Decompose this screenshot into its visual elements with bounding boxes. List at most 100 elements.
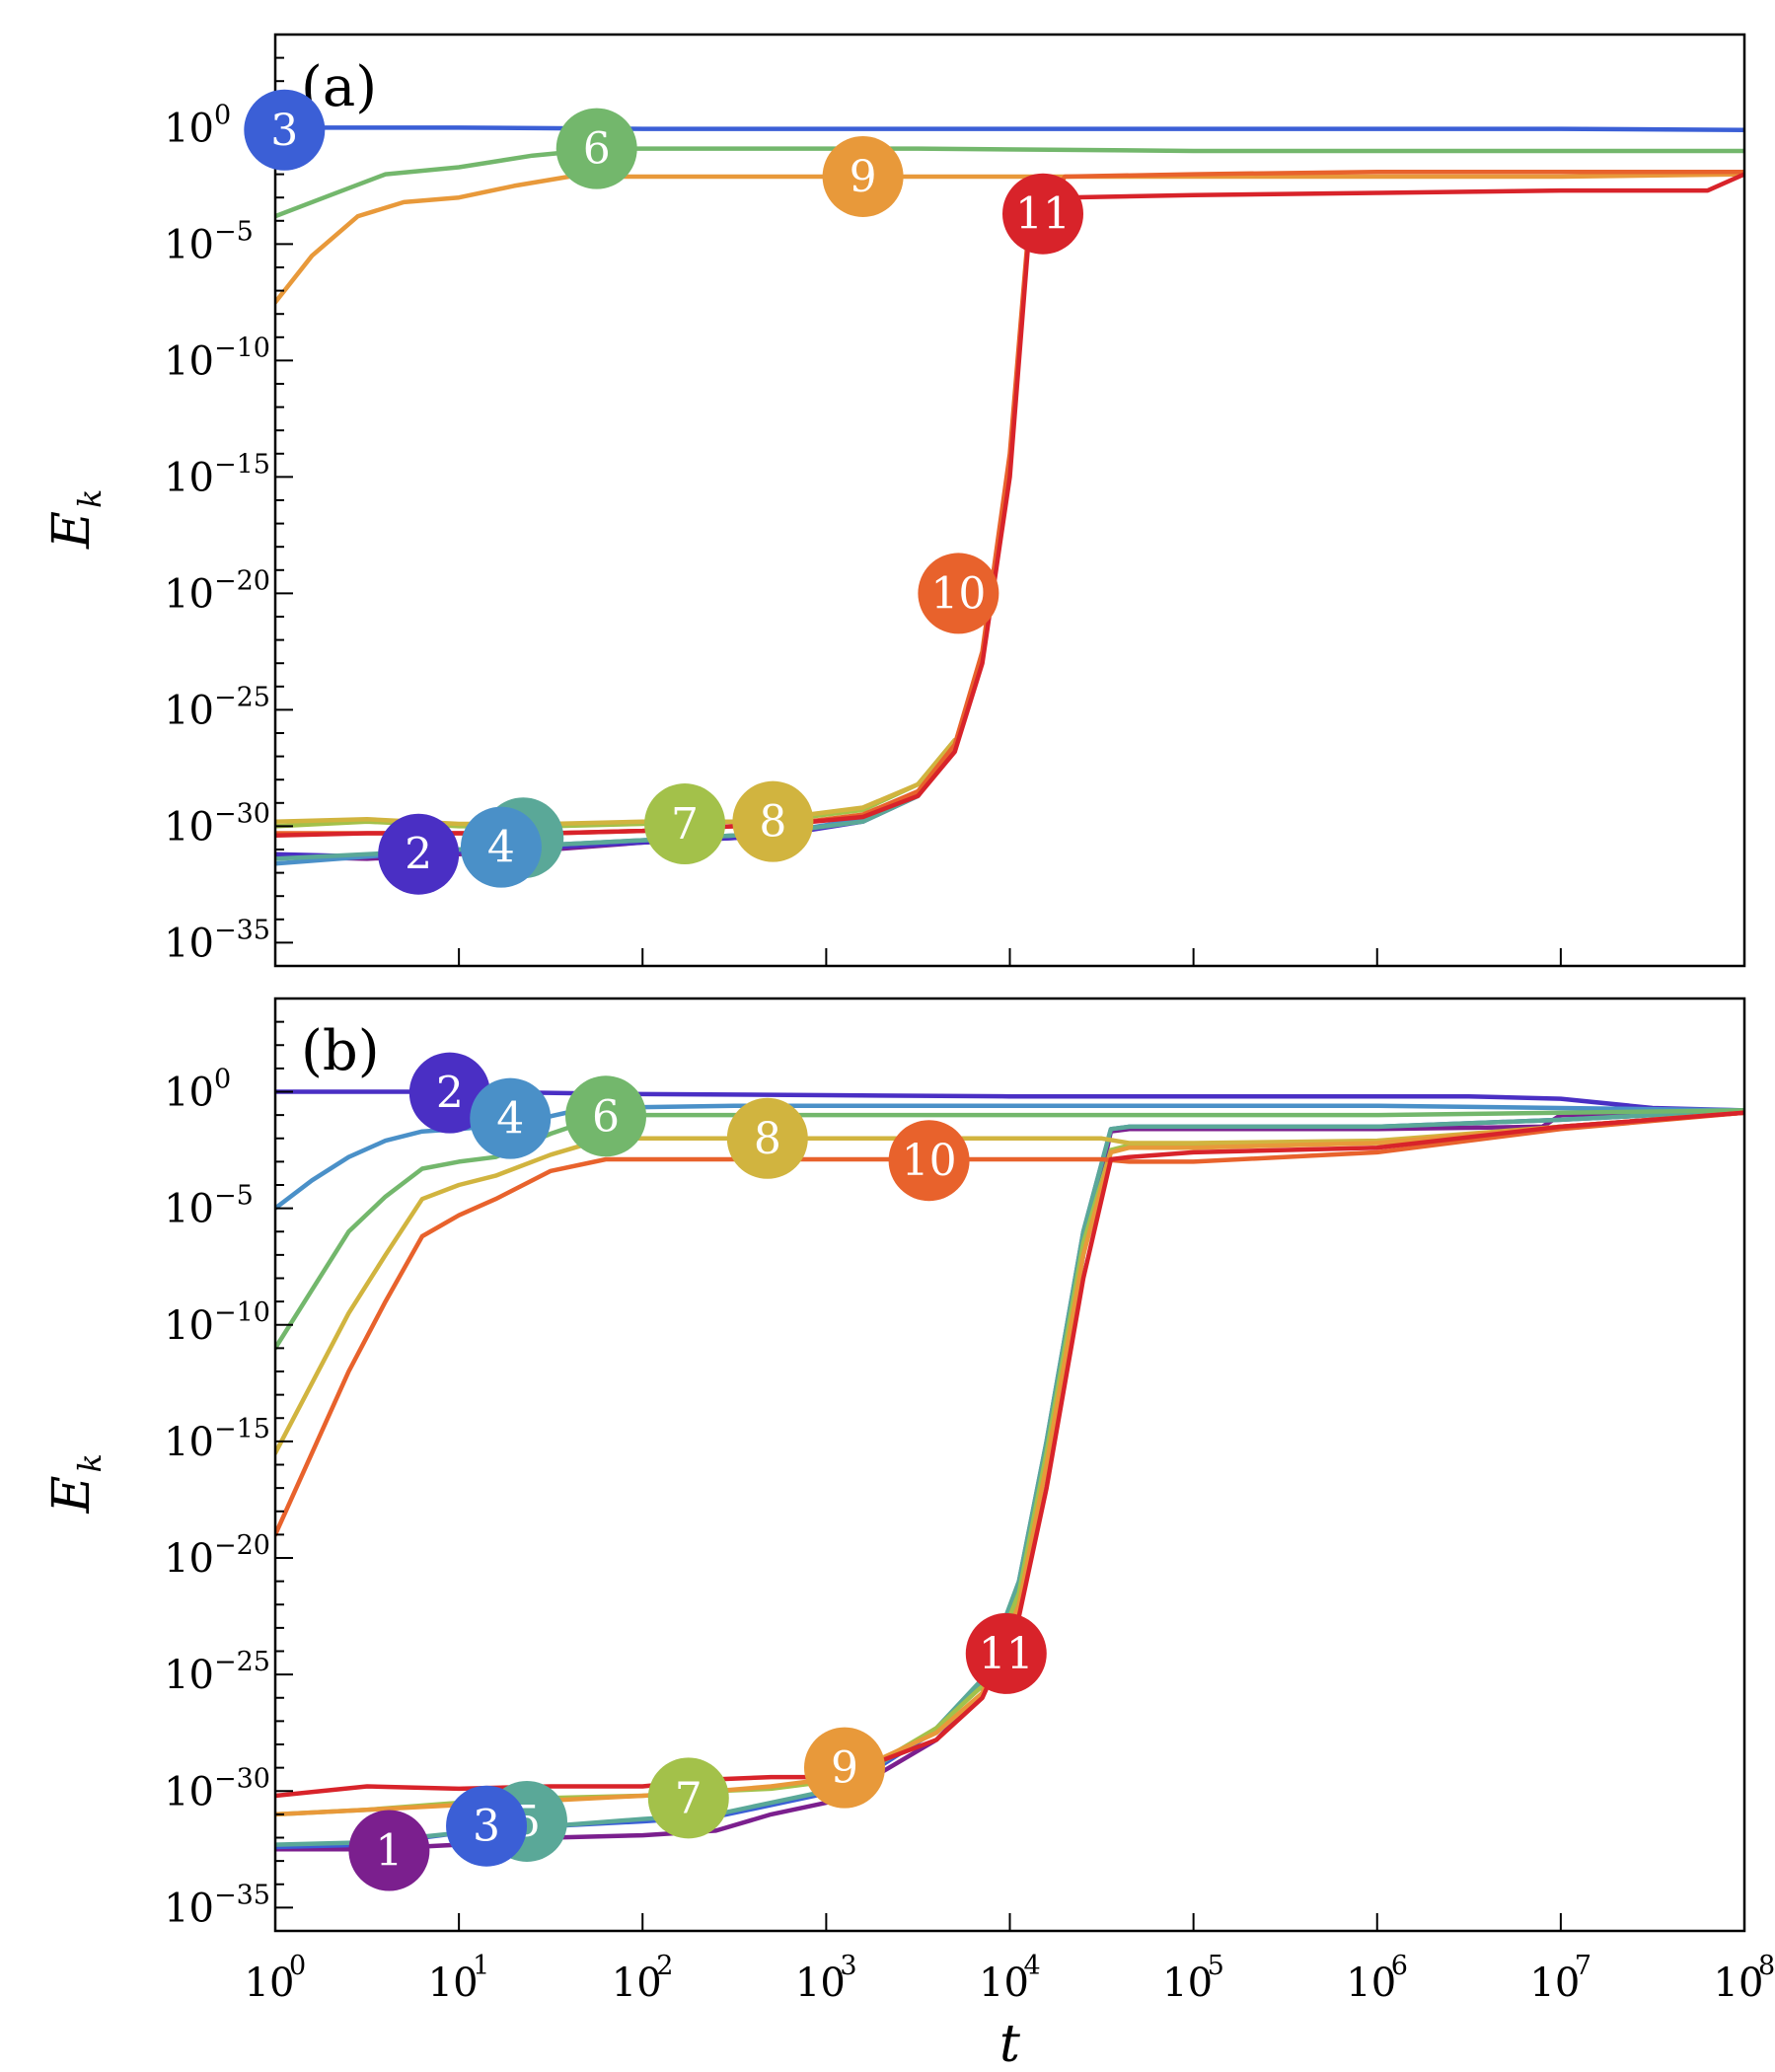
x-tick-exponent: 5 xyxy=(1208,1951,1224,1981)
y-tick-exponent: −20 xyxy=(214,565,270,596)
marker-circle xyxy=(470,1077,552,1159)
series-line-7 xyxy=(275,737,957,829)
marker-label: 6 xyxy=(583,124,611,175)
series-marker-11: 11 xyxy=(1002,173,1084,255)
series-marker-7: 7 xyxy=(644,783,726,865)
series-line-9 xyxy=(275,172,1744,305)
marker-circle xyxy=(644,783,726,865)
x-tick-label: 10 xyxy=(1529,1961,1580,2006)
marker-circle xyxy=(378,813,460,895)
y-axis-label-subscript: k xyxy=(71,1453,109,1472)
marker-circle xyxy=(460,806,542,888)
x-tick-exponent: 8 xyxy=(1758,1951,1775,1981)
y-tick-exponent: −20 xyxy=(214,1530,270,1561)
y-tick-exponent: −35 xyxy=(214,1880,270,1910)
y-tick-label: 10 xyxy=(164,1071,214,1116)
y-tick-exponent: −35 xyxy=(214,915,270,945)
y-tick-label: 10 xyxy=(164,338,214,384)
x-tick-label: 10 xyxy=(795,1961,846,2006)
marker-label: 1 xyxy=(375,1825,403,1876)
x-tick-label: 10 xyxy=(245,1961,295,2006)
marker-circle xyxy=(888,1120,970,1202)
y-tick-exponent: −25 xyxy=(214,1647,270,1677)
y-tick-label: 10 xyxy=(164,1769,214,1814)
y-tick-exponent: 0 xyxy=(214,100,231,130)
series-line-11 xyxy=(275,1110,1744,1799)
x-tick-label: 10 xyxy=(1346,1961,1396,2006)
series-line-5 xyxy=(275,744,957,861)
y-axis-label: Ek xyxy=(42,1453,109,1514)
x-axis-label: t xyxy=(999,2015,1020,2072)
series-marker-10: 10 xyxy=(888,1120,970,1202)
series-marker-3: 3 xyxy=(446,1785,528,1867)
marker-label: 9 xyxy=(831,1743,858,1794)
x-tick-label: 10 xyxy=(612,1961,662,2006)
series-line-3 xyxy=(275,125,1744,133)
y-tick-label: 10 xyxy=(164,1653,214,1698)
x-tick-exponent: 4 xyxy=(1024,1951,1041,1981)
series-marker-2: 2 xyxy=(408,1052,490,1134)
marker-circle xyxy=(726,1097,808,1179)
series-line-10 xyxy=(275,169,1744,836)
y-axis-label-subscript: k xyxy=(71,489,109,508)
marker-circle xyxy=(1002,173,1084,255)
y-tick-exponent: 0 xyxy=(214,1065,231,1095)
x-tick-exponent: 2 xyxy=(656,1951,673,1981)
series-marker-9: 9 xyxy=(822,135,904,217)
marker-label: 7 xyxy=(671,799,699,850)
y-tick-exponent: −5 xyxy=(214,216,254,247)
series-marker-7: 7 xyxy=(647,1757,729,1839)
x-tick-label: 10 xyxy=(979,1961,1029,2006)
y-tick-exponent: −15 xyxy=(214,449,270,480)
marker-label: 4 xyxy=(496,1094,524,1145)
series-line-10 xyxy=(275,1110,1744,1537)
x-tick-exponent: 1 xyxy=(473,1951,489,1981)
y-tick-label: 10 xyxy=(164,106,214,151)
marker-label: 8 xyxy=(754,1114,781,1164)
marker-label: 2 xyxy=(405,830,432,880)
y-tick-exponent: −30 xyxy=(214,798,270,829)
marker-circle xyxy=(244,89,326,171)
marker-label: 10 xyxy=(930,568,986,619)
marker-circle xyxy=(803,1727,885,1809)
marker-circle xyxy=(732,780,814,862)
y-tick-label: 10 xyxy=(164,1303,214,1349)
series-line-7 xyxy=(275,1110,1744,1817)
y-tick-label: 10 xyxy=(164,1187,214,1232)
y-tick-exponent: −15 xyxy=(214,1414,270,1444)
marker-circle xyxy=(565,1075,647,1157)
marker-label: 9 xyxy=(850,152,877,202)
x-tick-label: 10 xyxy=(428,1961,479,2006)
x-tick-label: 10 xyxy=(1714,1961,1764,2006)
series-marker-8: 8 xyxy=(732,780,814,862)
x-tick-exponent: 3 xyxy=(840,1951,856,1981)
x-tick-exponent: 0 xyxy=(289,1951,306,1981)
y-tick-label: 10 xyxy=(164,455,214,500)
marker-label: 11 xyxy=(1015,189,1071,240)
y-tick-label: 10 xyxy=(164,1886,214,1931)
y-tick-label: 10 xyxy=(164,1420,214,1465)
marker-label: 10 xyxy=(902,1136,957,1186)
series-marker-9: 9 xyxy=(803,1727,885,1809)
marker-circle xyxy=(918,553,999,634)
panel-label: (b) xyxy=(301,1019,380,1083)
y-axis-label-main: E xyxy=(42,511,102,550)
series-line-11 xyxy=(275,172,1744,839)
series-marker-8: 8 xyxy=(726,1097,808,1179)
series-line-3 xyxy=(275,1108,1744,1850)
series-lines xyxy=(275,125,1744,866)
x-tick-label: 10 xyxy=(1162,1961,1213,2006)
marker-circle xyxy=(348,1810,430,1891)
series-line-9 xyxy=(275,1110,1744,1817)
y-tick-exponent: −10 xyxy=(214,1297,270,1328)
series-marker-11: 11 xyxy=(965,1612,1047,1694)
marker-circle xyxy=(446,1785,528,1867)
y-tick-exponent: −10 xyxy=(214,333,270,363)
marker-label: 3 xyxy=(473,1802,500,1852)
series-line-8 xyxy=(275,1110,1744,1455)
y-tick-exponent: −30 xyxy=(214,1763,270,1794)
series-marker-4: 4 xyxy=(470,1077,552,1159)
series-marker-10: 10 xyxy=(918,553,999,634)
marker-label: 6 xyxy=(592,1091,620,1142)
